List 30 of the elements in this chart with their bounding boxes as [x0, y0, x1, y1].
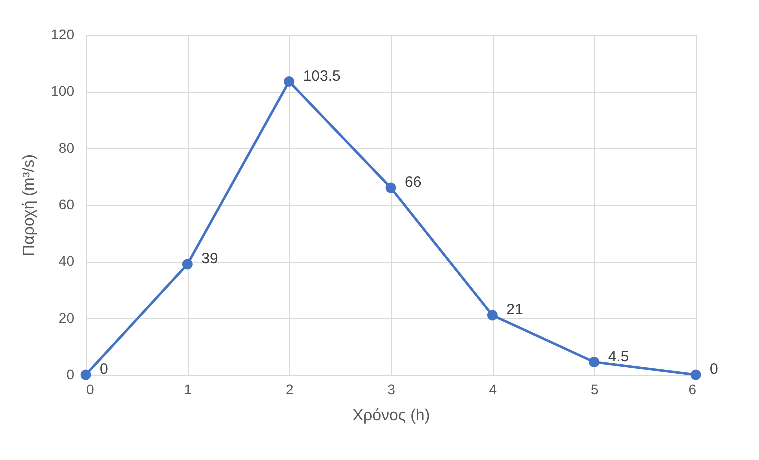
x-tick-label: 0: [86, 382, 94, 398]
data-label: 0: [100, 361, 108, 378]
y-tick-label: 80: [58, 140, 75, 156]
y-tick-label: 0: [66, 366, 75, 382]
data-label: 0: [710, 361, 718, 378]
y-axis-title: Παροχή (m³/s): [21, 154, 38, 256]
data-label: 4.5: [608, 348, 630, 366]
point: [690, 370, 702, 380]
point: [487, 310, 498, 321]
y-tick-label: 120: [51, 26, 75, 42]
data-label: 21: [506, 302, 524, 318]
x-tick-label: 2: [286, 382, 294, 398]
x-tick-label: 5: [590, 382, 599, 398]
point: [80, 370, 92, 380]
data-label: 66: [405, 174, 422, 191]
x-axis-title: Χρόνος (h): [352, 408, 430, 424]
point: [589, 357, 600, 368]
x-tick-label: 3: [388, 382, 396, 398]
y-tick-label: 20: [58, 310, 75, 326]
y-tick-label: 100: [51, 83, 75, 100]
x-tick-label: 4: [489, 382, 498, 398]
point: [284, 76, 295, 87]
x-tick-label: 6: [688, 382, 697, 398]
x-tick-label: 1: [184, 382, 192, 398]
data-label: 103.5: [303, 68, 341, 85]
point: [386, 182, 396, 194]
y-tick-label: 40: [58, 253, 75, 270]
point: [182, 259, 193, 270]
data-label: 39: [202, 250, 218, 268]
y-tick-label: 60: [58, 196, 75, 212]
